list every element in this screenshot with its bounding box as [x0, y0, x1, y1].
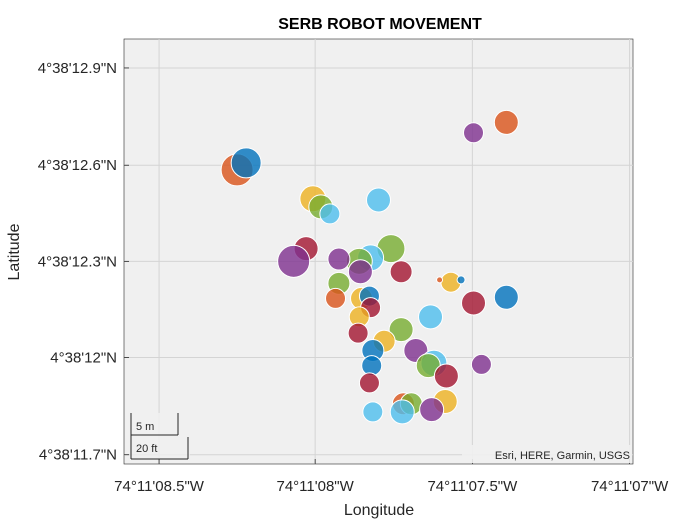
data-point [277, 244, 311, 278]
data-point [230, 147, 262, 179]
chart-title: SERB ROBOT MOVEMENT [278, 16, 482, 33]
x-tick-label: 74°11'08"W [277, 478, 355, 495]
data-point [493, 109, 519, 135]
y-tick-label: 4°38'11.7"N [39, 447, 117, 464]
y-tick-label: 4°38'12.6"N [38, 157, 117, 174]
data-point [347, 322, 369, 344]
scale-bar: 5 m 20 ft [130, 413, 190, 460]
data-point [389, 399, 415, 425]
x-tick-label: 74°11'07.5"W [427, 478, 518, 495]
data-point [463, 122, 485, 144]
grid-lines [124, 39, 633, 464]
data-point [493, 284, 519, 310]
y-tick-label: 4°38'12"N [50, 349, 117, 366]
data-point [319, 203, 341, 225]
y-tick-labels: 4°38'12.9"N 4°38'12.6"N 4°38'12.3"N 4°38'12… [38, 60, 117, 464]
data-point [461, 290, 487, 316]
y-axis-label: Latitude [6, 223, 23, 280]
data-point [366, 187, 391, 213]
scale-bar-metric-label: 5 m [136, 421, 154, 433]
data-point [433, 363, 459, 389]
attribution-background [462, 445, 632, 463]
data-point [362, 401, 384, 423]
scale-bar-imperial-label: 20 ft [136, 443, 157, 455]
data-point [419, 397, 445, 423]
x-tick-label: 74°11'08.5"W [114, 478, 205, 495]
data-point [347, 259, 373, 285]
y-tick-label: 4°38'12.9"N [38, 60, 117, 77]
data-point [470, 353, 492, 375]
map-attribution: Esri, HERE, Garmin, USGS [495, 450, 630, 462]
scale-bar-background [130, 413, 190, 459]
x-tick-label: 74°11'07"W [591, 478, 669, 495]
data-point [418, 304, 444, 330]
x-axis-label: Longitude [344, 502, 414, 519]
data-points [220, 109, 519, 425]
data-point [325, 287, 347, 309]
data-point [358, 372, 380, 394]
data-point [327, 247, 351, 271]
data-point [389, 260, 413, 284]
data-point [388, 317, 414, 343]
y-tick-label: 4°38'12.3"N [38, 253, 117, 270]
x-tick-labels: 74°11'08.5"W 74°11'08"W 74°11'07.5"W 74°11'… [114, 478, 669, 495]
data-point [361, 355, 383, 377]
data-point [436, 276, 444, 284]
data-point [456, 275, 466, 285]
